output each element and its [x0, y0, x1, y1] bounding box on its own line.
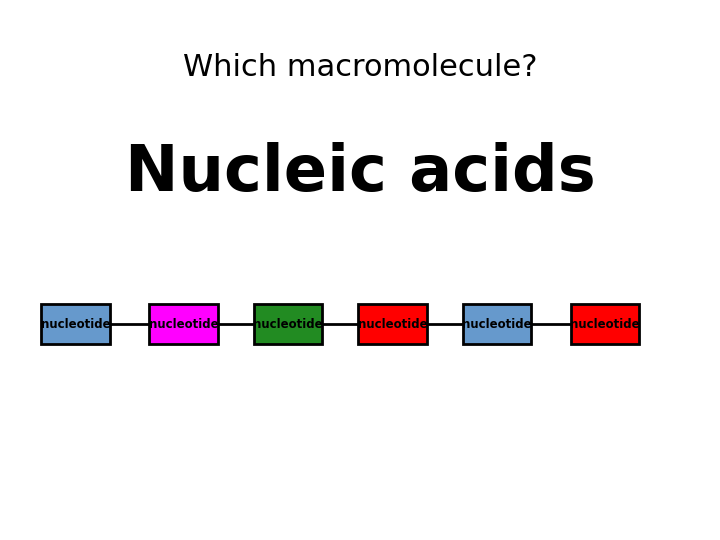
Bar: [42, 303, 110, 345]
Bar: [359, 303, 426, 345]
Bar: [571, 303, 639, 345]
Text: Nucleic acids: Nucleic acids: [125, 142, 595, 204]
Text: nucleotide: nucleotide: [570, 318, 639, 330]
Text: Which macromolecule?: Which macromolecule?: [183, 53, 537, 82]
Text: nucleotide: nucleotide: [358, 318, 427, 330]
Bar: [462, 303, 531, 345]
Bar: [254, 303, 323, 345]
Text: nucleotide: nucleotide: [462, 318, 531, 330]
Text: nucleotide: nucleotide: [253, 318, 323, 330]
Bar: [150, 303, 217, 345]
Text: nucleotide: nucleotide: [41, 318, 110, 330]
Text: nucleotide: nucleotide: [149, 318, 218, 330]
